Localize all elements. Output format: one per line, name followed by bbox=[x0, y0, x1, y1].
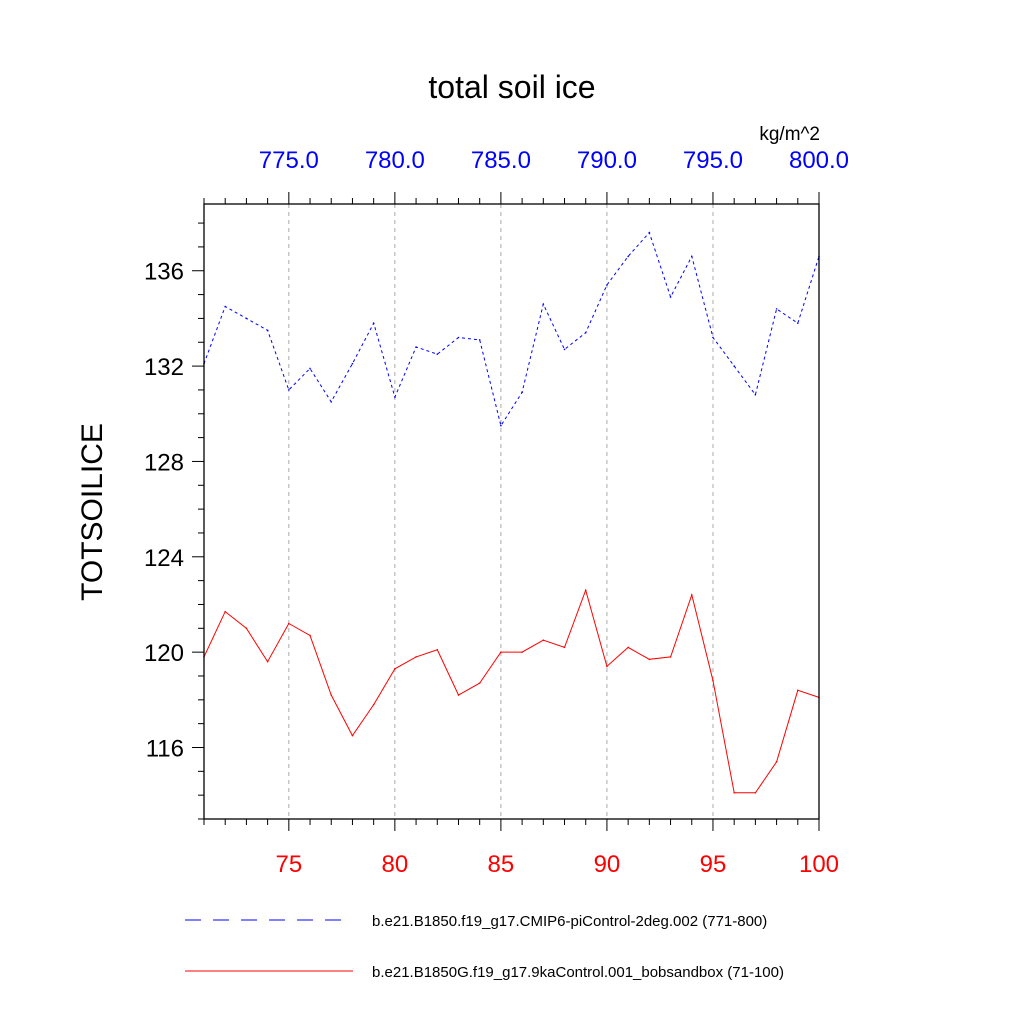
series-2-point bbox=[627, 646, 629, 649]
series-1-point bbox=[245, 317, 248, 320]
series-1-point bbox=[669, 296, 672, 298]
x-bottom-tick-label: 95 bbox=[700, 851, 727, 878]
series-1-point bbox=[266, 329, 269, 332]
series-1-point bbox=[457, 336, 460, 339]
series-2-point bbox=[309, 634, 311, 637]
series-1-point bbox=[542, 303, 545, 305]
x-top-tick-label: 800.0 bbox=[789, 147, 849, 174]
series-1-point bbox=[712, 336, 714, 339]
series-1-point bbox=[288, 389, 290, 391]
series-1-point bbox=[775, 308, 778, 310]
series-2-point bbox=[330, 694, 333, 696]
series-1-point bbox=[309, 367, 311, 370]
series-2-point bbox=[733, 791, 735, 794]
series-2-point bbox=[754, 791, 757, 794]
series-2-point bbox=[690, 594, 693, 596]
series-2-point bbox=[542, 639, 545, 642]
y-tick-label: 116 bbox=[146, 735, 184, 762]
series-1-point bbox=[415, 346, 417, 348]
legend-label-2: b.e21.B1850G.f19_g17.9kaControl.001_bobs… bbox=[372, 964, 784, 981]
x-bottom-tick-label: 75 bbox=[275, 851, 302, 878]
series-line-2 bbox=[203, 588, 820, 794]
y-axis-label: TOTSOILICE bbox=[76, 423, 109, 601]
y-tick-label: 124 bbox=[144, 545, 184, 572]
series-1-point bbox=[606, 284, 608, 286]
x-bottom-tick-label: 90 bbox=[594, 851, 621, 878]
grid-lines bbox=[288, 204, 714, 819]
legend: b.e21.B1850.f19_g17.CMIP6-piControl-2deg… bbox=[185, 913, 784, 981]
series-2-point bbox=[563, 646, 566, 649]
series-1-point bbox=[754, 393, 757, 396]
series-2-point bbox=[457, 694, 460, 696]
series-lines bbox=[203, 231, 820, 794]
legend-label-1: b.e21.B1850.f19_g17.CMIP6-piControl-2deg… bbox=[372, 913, 767, 930]
x-top-tick-label: 775.0 bbox=[259, 147, 319, 174]
y-tick-label: 120 bbox=[144, 640, 184, 667]
series-2-point bbox=[478, 682, 481, 684]
series-2-point bbox=[266, 660, 269, 663]
series-1-point bbox=[796, 322, 799, 324]
x-top-tick-label: 795.0 bbox=[683, 147, 743, 174]
series-1-point bbox=[478, 339, 481, 341]
series-1-point bbox=[330, 401, 333, 403]
series-2-point bbox=[500, 651, 502, 653]
series-2-point bbox=[521, 651, 523, 653]
series-2-point bbox=[351, 734, 354, 737]
series-2-point bbox=[436, 648, 439, 651]
axes: 116 120 124 128 132 136 75 80 85 90 95 100 775.0 780.… bbox=[144, 147, 849, 878]
series-2-point bbox=[669, 656, 672, 658]
series-1-point bbox=[351, 362, 354, 365]
series-2-point bbox=[245, 627, 248, 630]
series-2-point bbox=[648, 658, 651, 661]
series-2-point bbox=[288, 622, 290, 625]
series-line-1 bbox=[203, 231, 820, 427]
series-1-point bbox=[224, 305, 227, 308]
series-1-point bbox=[733, 365, 735, 367]
x-bottom-tick-label: 85 bbox=[488, 851, 515, 878]
x-bottom-tick-label: 100 bbox=[799, 851, 839, 878]
series-1-point bbox=[394, 396, 396, 398]
series-2-point bbox=[796, 689, 799, 692]
series-2-point bbox=[415, 656, 417, 658]
series-2-point bbox=[606, 665, 608, 668]
series-2-point bbox=[712, 679, 714, 682]
series-1-point bbox=[436, 353, 439, 355]
series-2-point bbox=[584, 589, 587, 591]
series-1-point bbox=[627, 255, 629, 258]
series-1-point bbox=[521, 391, 523, 394]
series-2-point bbox=[775, 760, 778, 763]
chart-title: total soil ice bbox=[428, 69, 595, 105]
y-tick-label: 132 bbox=[144, 354, 184, 381]
x-top-tick-label: 785.0 bbox=[471, 147, 531, 174]
series-2-point bbox=[394, 668, 396, 670]
series-2-point bbox=[224, 610, 227, 613]
y-tick-label: 136 bbox=[144, 259, 184, 286]
x-top-tick-label: 790.0 bbox=[577, 147, 637, 174]
series-1-point bbox=[690, 255, 693, 258]
top-axis-units: kg/m^2 bbox=[759, 124, 820, 145]
series-1-point bbox=[500, 424, 502, 427]
x-bottom-tick-label: 80 bbox=[382, 851, 409, 878]
series-1-point bbox=[563, 348, 566, 351]
x-top-tick-label: 780.0 bbox=[365, 147, 425, 174]
y-tick-label: 128 bbox=[144, 449, 184, 476]
series-1-point bbox=[648, 231, 651, 234]
series-1-point bbox=[584, 331, 587, 334]
series-2-point bbox=[372, 703, 375, 706]
plot-frame bbox=[203, 203, 820, 820]
series-1-point bbox=[372, 322, 375, 324]
